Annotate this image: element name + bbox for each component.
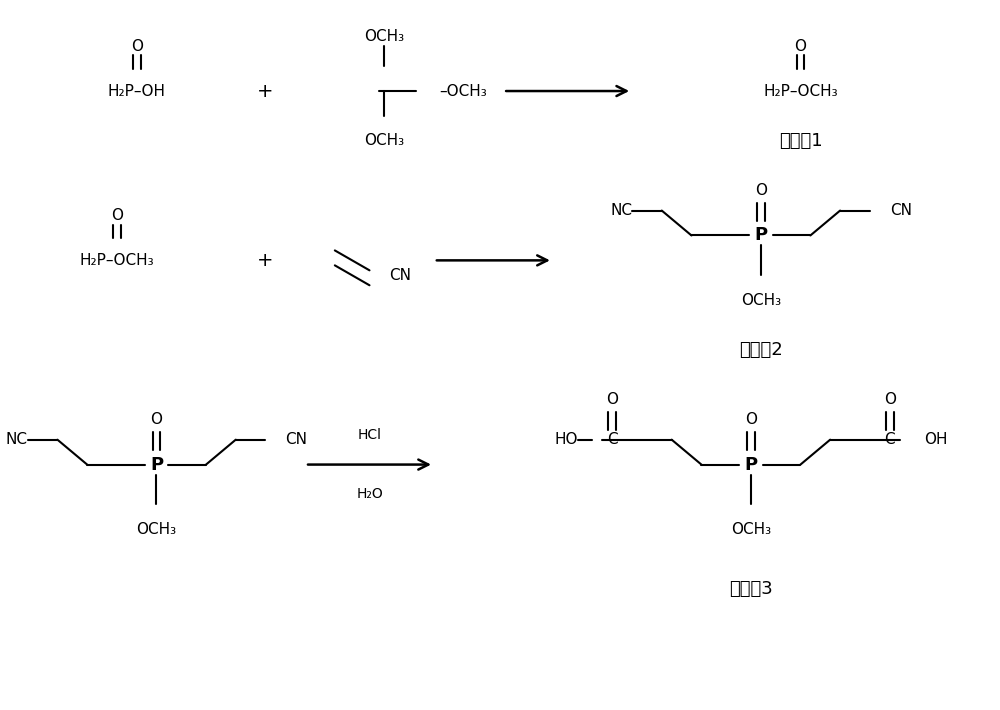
Text: O: O xyxy=(131,39,143,54)
Text: OCH₃: OCH₃ xyxy=(136,522,177,537)
Text: O: O xyxy=(755,183,767,198)
Text: O: O xyxy=(794,39,806,54)
Text: OCH₃: OCH₃ xyxy=(364,133,404,148)
Text: P: P xyxy=(150,456,163,474)
Text: C: C xyxy=(607,432,618,447)
Text: H₂P–OCH₃: H₂P–OCH₃ xyxy=(763,84,838,99)
Text: +: + xyxy=(257,82,274,101)
Text: NC: NC xyxy=(610,203,632,218)
Text: OH: OH xyxy=(924,432,948,447)
Text: H₂P–OCH₃: H₂P–OCH₃ xyxy=(80,253,154,268)
Text: O: O xyxy=(884,393,896,408)
Text: O: O xyxy=(606,393,618,408)
Text: O: O xyxy=(150,413,162,427)
Text: O: O xyxy=(745,413,757,427)
Text: H₂P–OH: H₂P–OH xyxy=(108,84,166,99)
Text: C: C xyxy=(884,432,895,447)
Text: OCH₃: OCH₃ xyxy=(364,28,404,44)
Text: +: + xyxy=(257,251,274,270)
Text: O: O xyxy=(111,208,123,223)
Text: OCH₃: OCH₃ xyxy=(731,522,771,537)
Text: 中间体1: 中间体1 xyxy=(779,132,822,150)
Text: HO: HO xyxy=(554,432,578,447)
Text: CN: CN xyxy=(285,432,307,447)
Text: 中间体3: 中间体3 xyxy=(729,580,773,598)
Text: P: P xyxy=(754,226,767,244)
Text: 中间体2: 中间体2 xyxy=(739,341,783,359)
Text: CN: CN xyxy=(890,203,912,218)
Text: HCl: HCl xyxy=(358,427,382,442)
Text: NC: NC xyxy=(6,432,28,447)
Text: H₂O: H₂O xyxy=(356,488,383,501)
Text: P: P xyxy=(744,456,757,474)
Text: CN: CN xyxy=(389,268,411,283)
Text: –OCH₃: –OCH₃ xyxy=(439,84,487,99)
Text: OCH₃: OCH₃ xyxy=(741,293,781,307)
